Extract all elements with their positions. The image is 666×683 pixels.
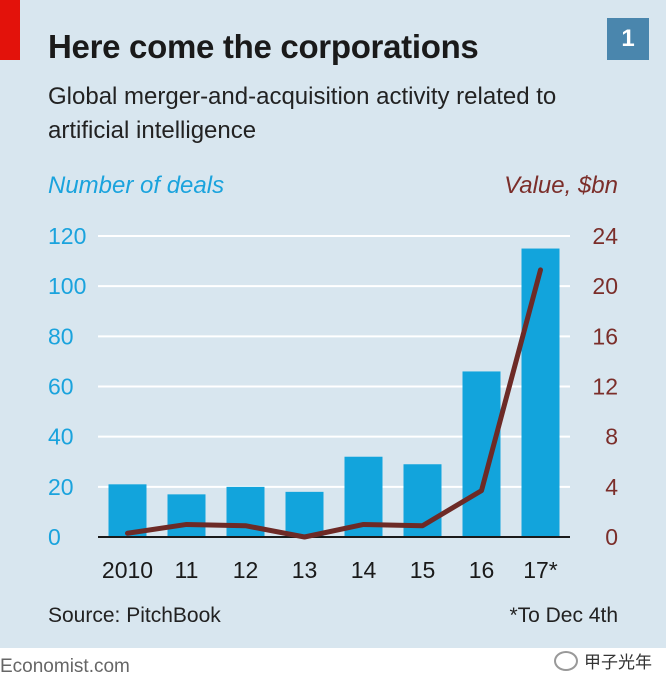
bar bbox=[462, 371, 501, 537]
x-tick-label: 11 bbox=[175, 557, 199, 583]
left-axis-title: Number of deals bbox=[48, 172, 225, 199]
x-tick-label: 13 bbox=[292, 557, 318, 583]
x-tick-label: 2010 bbox=[102, 557, 153, 583]
chart-title: Here come the corporations bbox=[48, 28, 479, 65]
x-tick-label: 15 bbox=[410, 557, 436, 583]
right-tick-label: 12 bbox=[592, 374, 618, 400]
bar bbox=[521, 248, 560, 537]
value-line bbox=[125, 267, 543, 540]
wechat-icon bbox=[554, 650, 578, 671]
left-tick-label: 60 bbox=[48, 374, 74, 400]
left-tick-label: 40 bbox=[48, 424, 74, 450]
chart-subtitle: Global merger-and-acquisition activity r… bbox=[48, 83, 557, 144]
left-tick-label: 120 bbox=[48, 223, 86, 249]
right-tick-label: 16 bbox=[592, 323, 618, 349]
source-note: Source: PitchBook bbox=[48, 604, 221, 627]
right-tick-label: 8 bbox=[605, 424, 618, 450]
watermark: 甲子光年 bbox=[554, 648, 652, 673]
right-tick-label: 0 bbox=[605, 524, 618, 550]
bar bbox=[167, 494, 206, 537]
right-tick-label: 20 bbox=[592, 273, 618, 299]
brand-red-tab bbox=[0, 0, 20, 60]
combo-chart: 0 0 20 4 40 8 60 12 80 16 100 20 120 24 2010 11 12 13 14 15… bbox=[48, 223, 618, 583]
right-axis-title: Value, $bn bbox=[504, 172, 618, 199]
brand-link: Economist.com bbox=[0, 656, 130, 677]
footnote: *To Dec 4th bbox=[509, 604, 618, 627]
right-tick-label: 24 bbox=[592, 223, 618, 249]
chart-number-badge: 1 bbox=[607, 18, 649, 60]
left-tick-label: 80 bbox=[48, 323, 74, 349]
x-tick-label: 12 bbox=[233, 557, 259, 583]
left-tick-label: 20 bbox=[48, 474, 74, 500]
right-tick-label: 4 bbox=[605, 474, 618, 500]
x-tick-label: 14 bbox=[351, 557, 377, 583]
watermark-text: 甲子光年 bbox=[584, 653, 652, 672]
left-tick-label: 0 bbox=[48, 524, 61, 550]
bar bbox=[108, 484, 147, 537]
bar bbox=[285, 491, 324, 537]
left-tick-label: 100 bbox=[48, 273, 86, 299]
x-tick-label: 17* bbox=[523, 557, 558, 583]
x-tick-label: 16 bbox=[469, 557, 495, 583]
